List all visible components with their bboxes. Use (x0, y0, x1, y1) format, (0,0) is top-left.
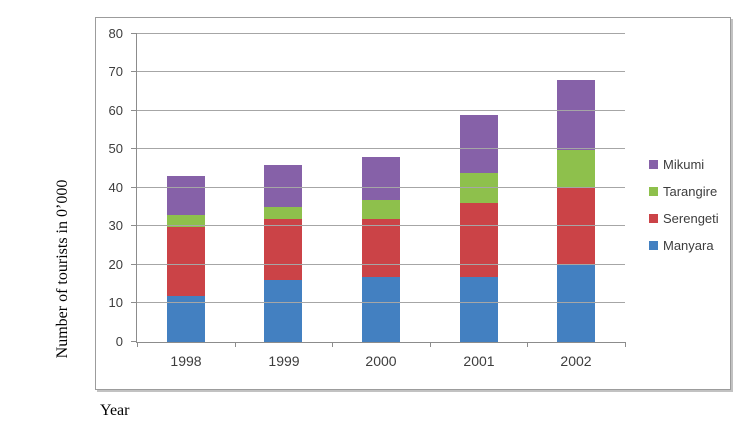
y-axis-tick-label: 80 (108, 26, 123, 41)
y-axis-tick (131, 302, 137, 303)
legend-item-label: Manyara (663, 238, 714, 253)
x-axis-tick-label: 1999 (268, 353, 300, 369)
bar-segment-mikumi (557, 80, 596, 150)
bar-segment-mikumi (264, 164, 303, 208)
gridline (137, 148, 625, 149)
y-axis-tick (131, 33, 137, 34)
gridline (137, 187, 625, 188)
y-axis-tick (131, 341, 137, 342)
y-axis-tick (131, 71, 137, 72)
legend-swatch-icon (649, 214, 658, 223)
bar-segment-tarangire (264, 207, 303, 219)
y-axis-tick-label: 60 (108, 103, 123, 118)
bar-segment-tarangire (361, 199, 400, 219)
bar-segment-manyara (557, 265, 596, 342)
bar-segment-serengeti (166, 226, 205, 296)
category-slot (235, 34, 333, 342)
y-axis-tick (131, 148, 137, 149)
category-slot (137, 34, 235, 342)
gridline (137, 264, 625, 265)
legend-item-mikumi: Mikumi (649, 151, 719, 178)
stacked-bar (361, 157, 400, 342)
bar-segment-serengeti (264, 218, 303, 281)
y-axis-tick-label: 0 (115, 334, 123, 349)
stacked-bar (557, 80, 596, 342)
bar-slots (137, 34, 625, 342)
category-slot (430, 34, 528, 342)
gridline (137, 302, 625, 303)
y-axis-tick (131, 225, 137, 226)
bar-segment-serengeti (361, 218, 400, 277)
bar-segment-manyara (264, 280, 303, 342)
stacked-bar (264, 164, 303, 342)
category-slot (332, 34, 430, 342)
bar-segment-manyara (361, 276, 400, 342)
x-axis-tick (332, 342, 333, 347)
y-axis-tick (131, 110, 137, 111)
plot-area: 0 10 20 30 40 50 60 70 80 1998 1999 2000 2001 2002 (109, 26, 626, 369)
bar-segment-mikumi (459, 114, 498, 173)
x-axis-tick (235, 342, 236, 347)
y-axis-tick (131, 187, 137, 188)
gridline (137, 71, 625, 72)
bar-segment-serengeti (557, 188, 596, 265)
y-axis-tick-label: 50 (108, 141, 123, 156)
x-axis-title: Year (100, 402, 130, 419)
x-axis-tick-label: 2001 (463, 353, 495, 369)
legend-item-tarangire: Tarangire (649, 178, 719, 205)
bar-segment-mikumi (361, 157, 400, 200)
y-axis-tick-label: 70 (108, 64, 123, 79)
bar-segment-tarangire (459, 172, 498, 204)
x-axis-tick (625, 342, 626, 347)
chart-frame: 0 10 20 30 40 50 60 70 80 1998 1999 2000 2001 2002 Mi… (95, 17, 731, 390)
x-axis-tick-label: 2002 (560, 353, 592, 369)
legend-item-label: Serengeti (663, 211, 719, 226)
y-axis-tick-label: 10 (108, 295, 123, 310)
y-axis-tick-label: 40 (108, 180, 123, 195)
x-axis-tick (527, 342, 528, 347)
legend-item-manyara: Manyara (649, 232, 719, 259)
stacked-bar (166, 176, 205, 342)
legend-item-label: Tarangire (663, 184, 718, 199)
x-axis-tick-label: 1998 (170, 353, 202, 369)
y-axis-tick-label: 20 (108, 257, 123, 272)
x-axis-tick (137, 342, 138, 347)
category-slot (527, 34, 625, 342)
bar-segment-serengeti (459, 203, 498, 277)
x-axis-tick-label: 2000 (365, 353, 397, 369)
legend-item-serengeti: Serengeti (649, 205, 719, 232)
chart-legend: Mikumi Tarangire Serengeti Manyara (649, 151, 719, 259)
bar-segment-tarangire (166, 214, 205, 227)
bar-segment-tarangire (557, 149, 596, 188)
x-axis-tick (430, 342, 431, 347)
bar-segment-manyara (459, 276, 498, 342)
gridline (137, 33, 625, 34)
legend-swatch-icon (649, 187, 658, 196)
y-axis-tick-label: 30 (108, 218, 123, 233)
gridline (137, 110, 625, 111)
y-axis-title: Number of tourists in 0’000 (54, 179, 71, 359)
gridline (137, 225, 625, 226)
legend-swatch-icon (649, 160, 658, 169)
bar-segment-manyara (166, 295, 205, 342)
y-axis-tick (131, 264, 137, 265)
legend-item-label: Mikumi (663, 157, 705, 172)
bar-segment-mikumi (166, 176, 205, 215)
legend-swatch-icon (649, 241, 658, 250)
